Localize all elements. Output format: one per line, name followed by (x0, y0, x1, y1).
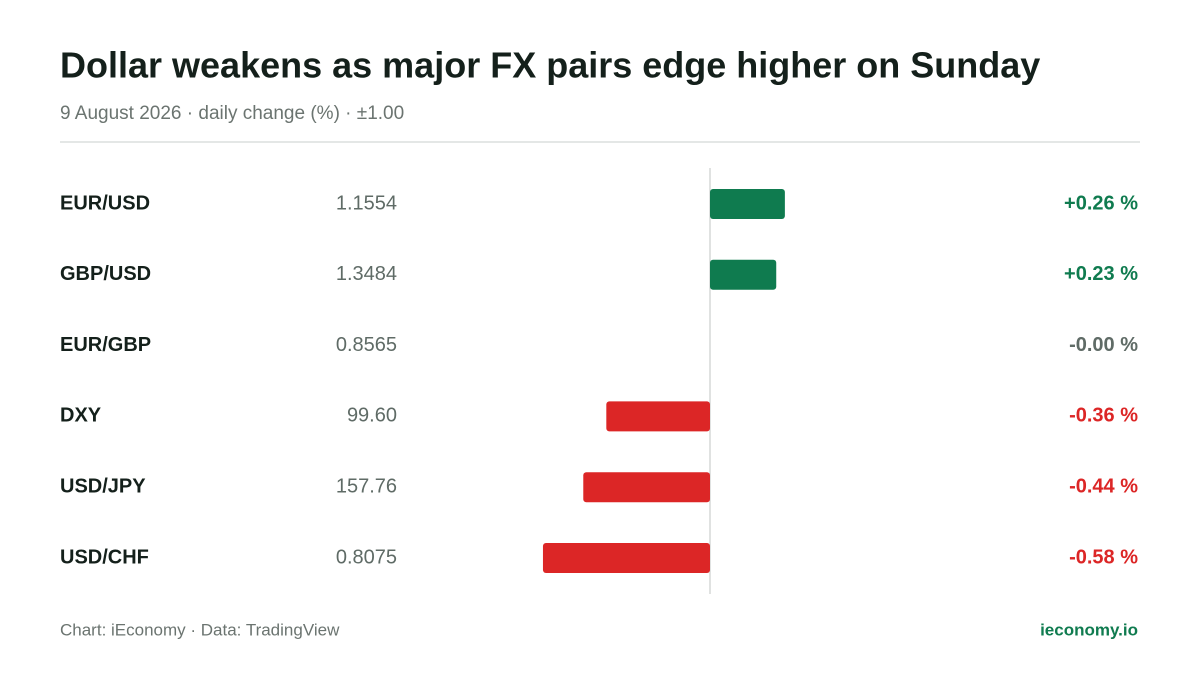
pair-label: USD/JPY (60, 475, 146, 497)
price-label: 0.8565 (336, 334, 397, 356)
source: Chart: iEconomy · Data: TradingView (60, 620, 340, 639)
chart-subtitle: 9 August 2026 · daily change (%) · ±1.00 (60, 103, 404, 124)
pair-label: USD/CHF (60, 546, 149, 568)
price-label: 1.1554 (336, 192, 397, 214)
pair-label: EUR/GBP (60, 334, 151, 356)
change-label: -0.36 % (1069, 405, 1138, 427)
price-label: 0.8075 (336, 546, 397, 568)
change-label: -0.00 % (1069, 334, 1138, 356)
brand: ieconomy.io (1040, 620, 1138, 639)
chart-title: Dollar weakens as major FX pairs edge hi… (60, 45, 1040, 86)
bar (583, 472, 710, 503)
change-label: +0.26 % (1064, 192, 1138, 214)
pair-label: GBP/USD (60, 263, 151, 285)
change-label: +0.23 % (1064, 263, 1138, 285)
bar (606, 401, 710, 432)
price-label: 1.3484 (336, 263, 397, 285)
pair-label: DXY (60, 405, 102, 427)
price-label: 99.60 (347, 405, 397, 427)
change-label: -0.58 % (1069, 546, 1138, 568)
change-label: -0.44 % (1069, 475, 1138, 497)
bar (710, 189, 785, 219)
bar (710, 259, 777, 290)
price-label: 157.76 (336, 475, 397, 497)
pair-label: EUR/USD (60, 192, 150, 214)
bar (542, 543, 710, 573)
